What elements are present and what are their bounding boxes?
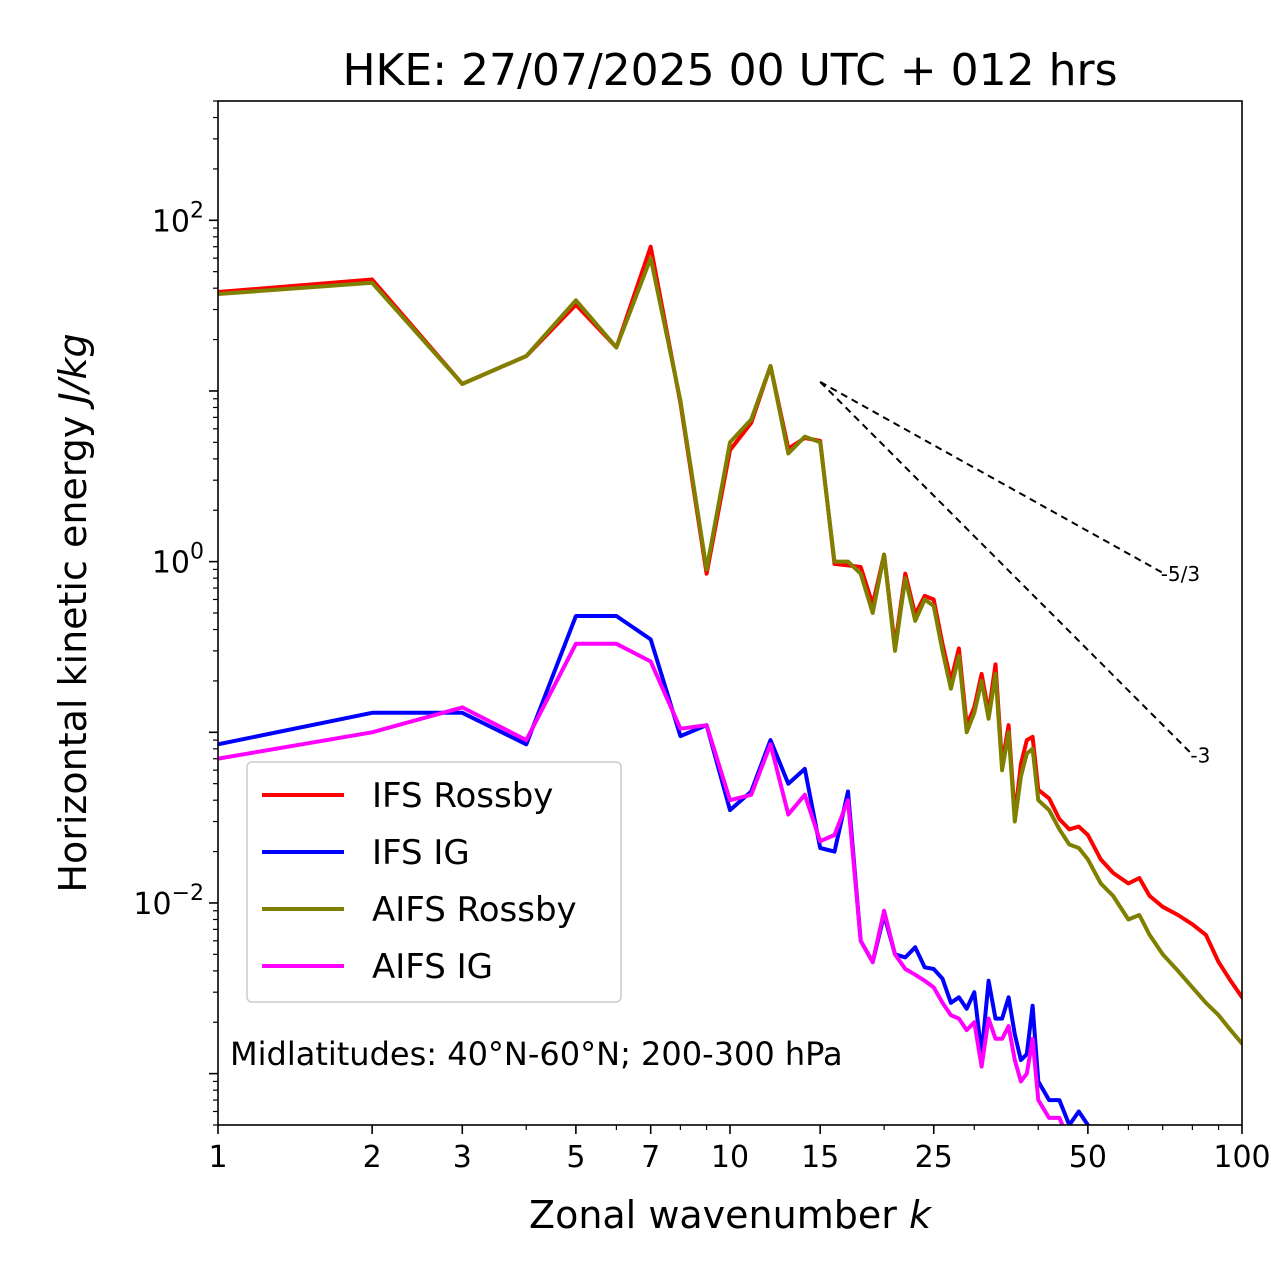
x-tick-label: 3: [453, 1140, 472, 1175]
slope-line-3: [819, 381, 1194, 756]
legend: IFS Rossby IFS IG AIFS Rossby AIFS IG: [246, 761, 622, 1003]
x-tick-label: 15: [801, 1140, 839, 1175]
x-tick-label: 25: [915, 1140, 953, 1175]
chart-title: HKE: 27/07/2025 00 UTC + 012 hrs: [342, 45, 1117, 96]
series-line-aifs-ig: [218, 641, 1065, 1125]
slope-line-5-3: [819, 381, 1164, 574]
y-tick-label: 10−2: [133, 881, 204, 922]
slope-label-5-3: -5/3: [1161, 562, 1200, 586]
series-line-ifs-ig: [218, 614, 1091, 1125]
x-axis-label: Zonal wavenumber k: [529, 1193, 933, 1237]
x-tick-label: 2: [363, 1140, 382, 1175]
y-tick-label: 100: [152, 540, 204, 581]
legend-frame: [246, 761, 622, 1003]
legend-label-aifs-ig: AIFS IG: [372, 947, 493, 987]
legend-label-ifs-rossby: IFS Rossby: [372, 776, 553, 816]
y-tick-label: 102: [152, 198, 204, 239]
y-axis-label: Horizontal kinetic energy J/kg: [51, 333, 95, 892]
x-tick-label: 7: [641, 1140, 660, 1175]
slope-label-3: -3: [1190, 744, 1210, 768]
x-tick-label: 50: [1069, 1140, 1107, 1175]
region-annotation: Midlatitudes: 40°N-60°N; 200-300 hPa: [230, 1035, 843, 1073]
x-tick-label: 100: [1213, 1140, 1270, 1175]
series-line-aifs-rossby: [218, 256, 1242, 1046]
x-tick-label: 1: [208, 1140, 227, 1175]
x-tick-label: 10: [711, 1140, 749, 1175]
legend-label-aifs-rossby: AIFS Rossby: [372, 890, 577, 930]
legend-label-ifs-ig: IFS IG: [372, 833, 470, 873]
plot-frame: [217, 100, 1243, 1126]
x-tick-label: 5: [566, 1140, 585, 1175]
